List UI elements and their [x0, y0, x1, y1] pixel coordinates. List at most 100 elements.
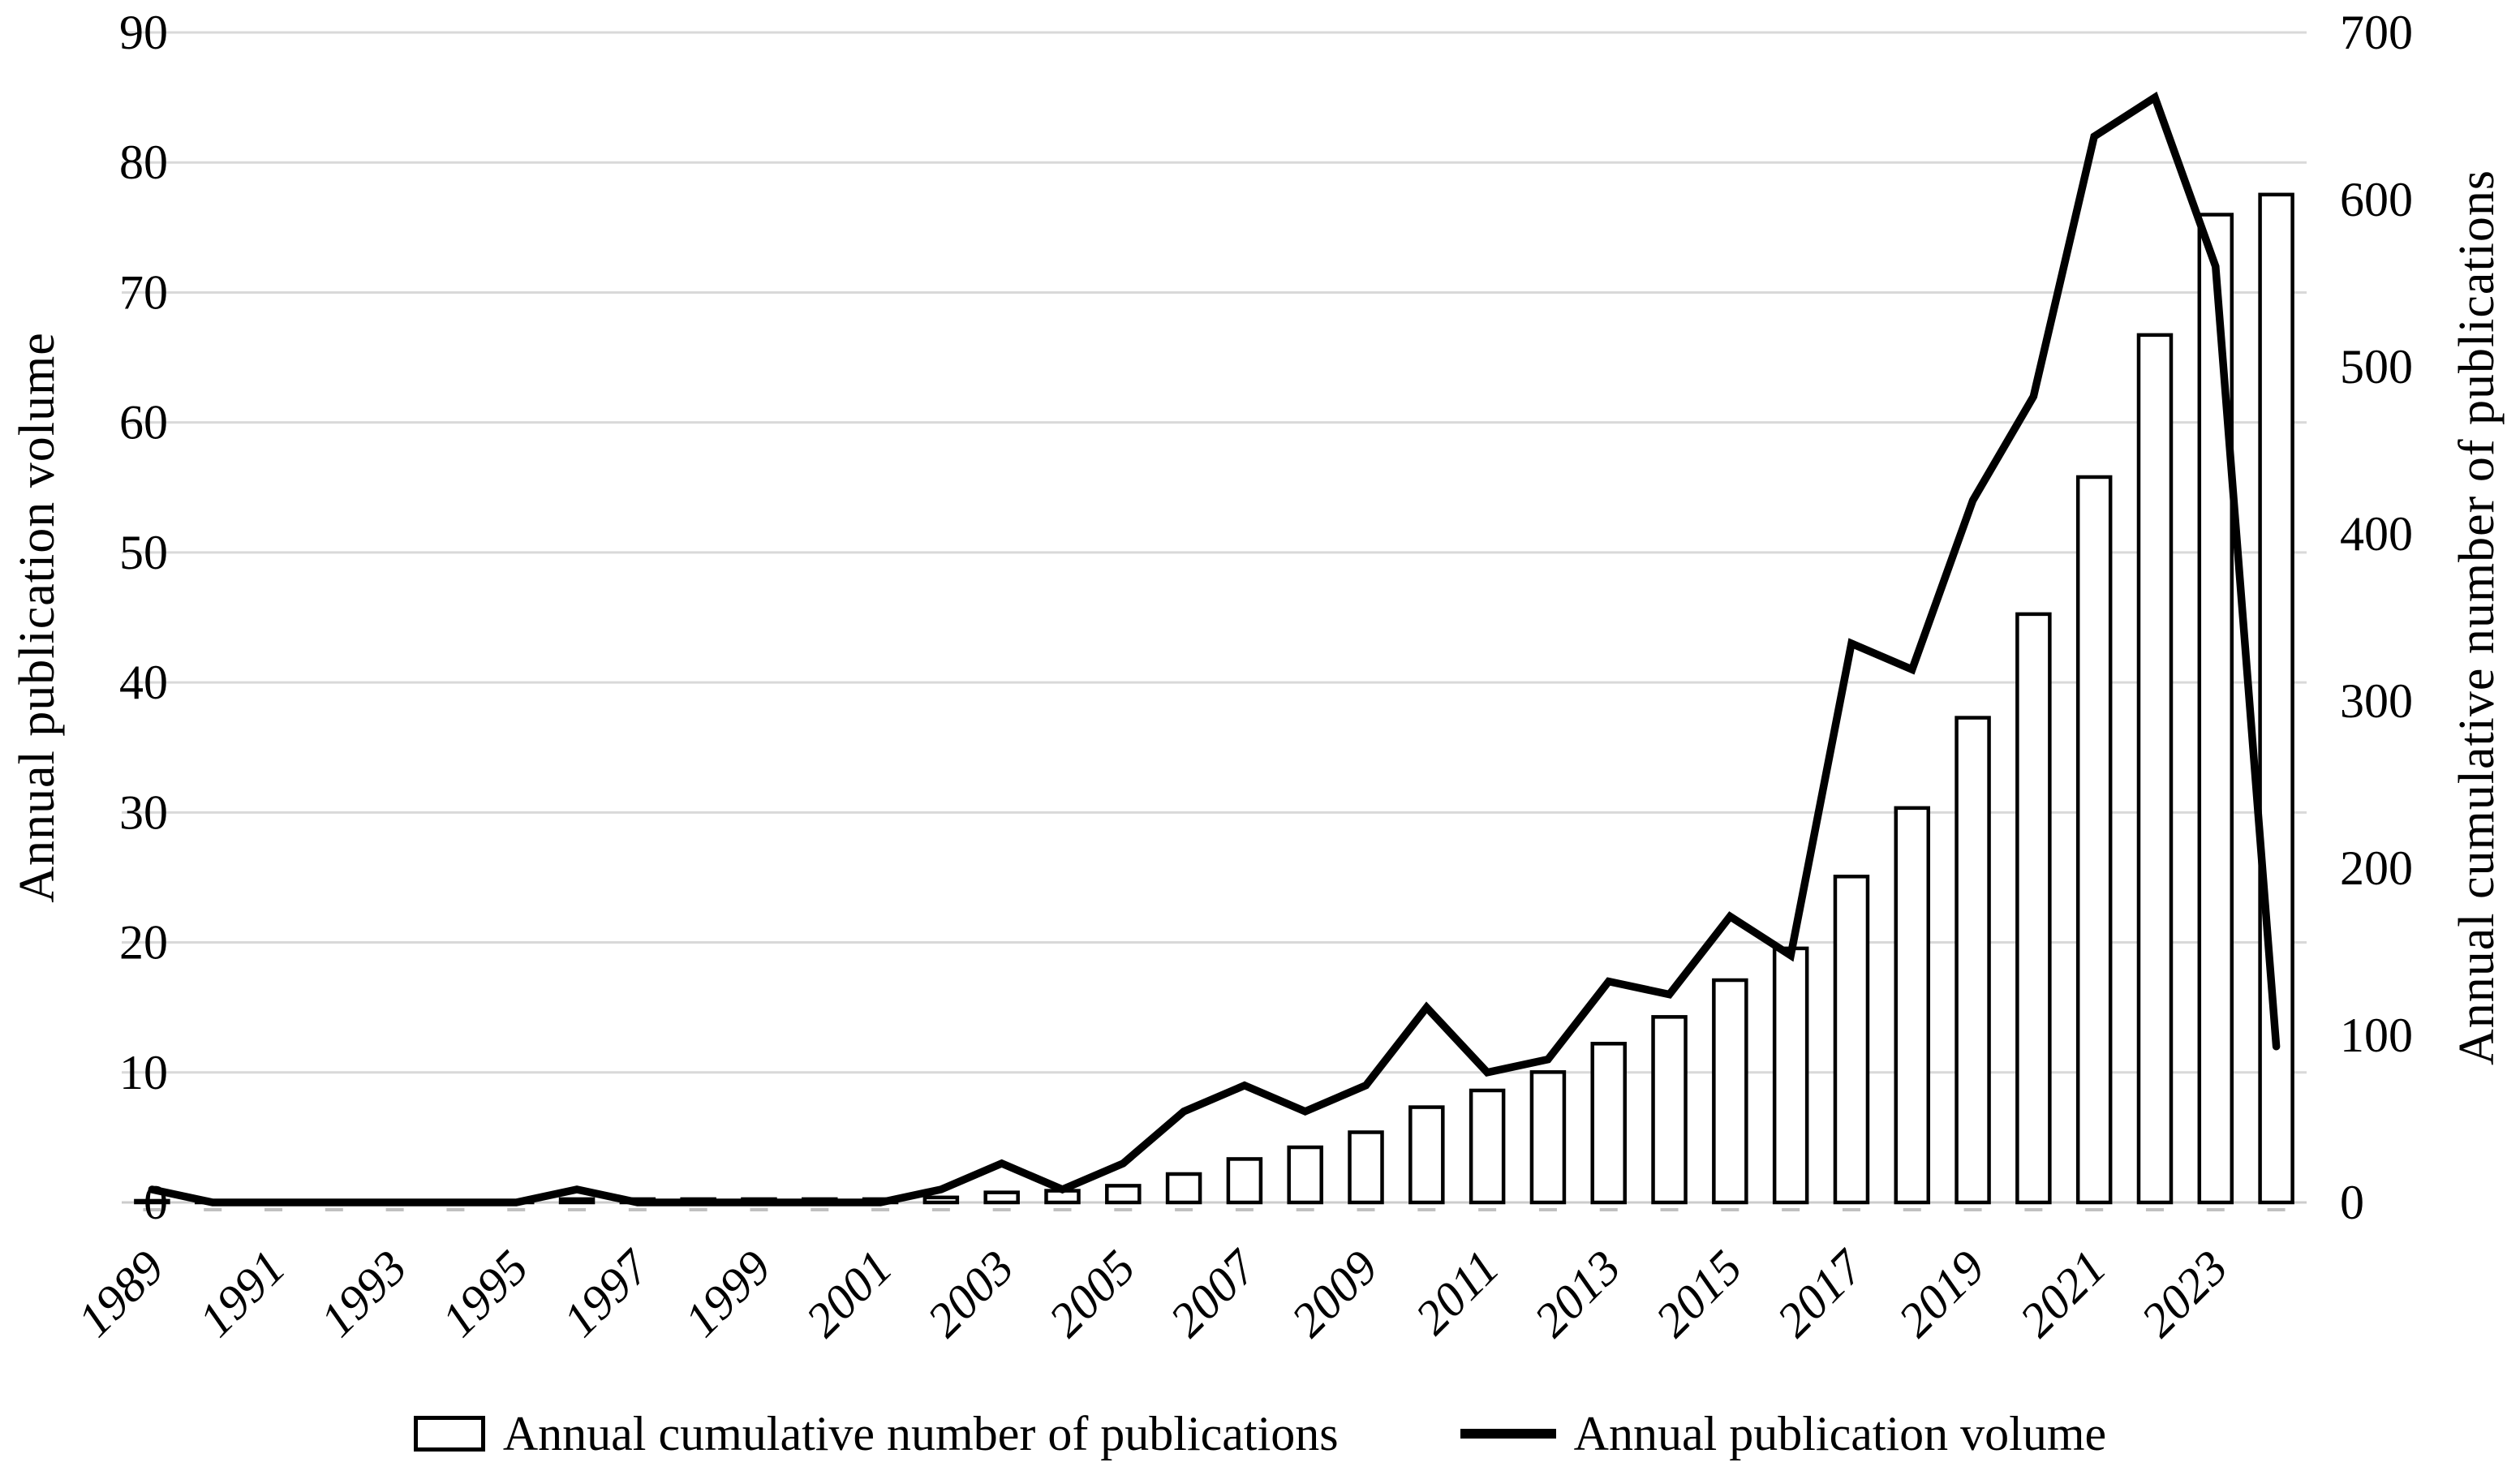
- x-axis-tick-label: 1999: [674, 1241, 781, 1348]
- x-axis-tick-label: 1995: [432, 1241, 539, 1348]
- bar-2002: [922, 1195, 960, 1205]
- right-axis-tick-label: 600: [2340, 173, 2413, 226]
- x-tick-mark: [2024, 1208, 2043, 1211]
- x-tick-mark: [1538, 1208, 1557, 1211]
- x-tick-mark: [1296, 1208, 1314, 1211]
- x-tick-mark: [628, 1208, 647, 1211]
- annual-volume-line: [148, 91, 2281, 1206]
- x-axis-tick-label: 1997: [553, 1238, 662, 1347]
- left-axis-tick-label: 20: [119, 916, 168, 970]
- left-axis-tick-label: 60: [119, 396, 168, 449]
- bar-2005: [1105, 1184, 1142, 1205]
- right-axis-tick-label: 700: [2340, 6, 2413, 59]
- bar-2007: [1226, 1157, 1263, 1205]
- chart-legend: Annual cumulative number of publications…: [0, 1397, 2520, 1470]
- bar-1996: [558, 1197, 596, 1205]
- x-tick-mark: [1903, 1208, 1921, 1211]
- x-axis-tick-label: 1993: [310, 1241, 417, 1348]
- x-tick-mark: [1417, 1208, 1436, 1211]
- right-axis-tick-label: 400: [2340, 507, 2413, 561]
- bar-2014: [1651, 1015, 1688, 1205]
- bar-2015: [1712, 978, 1748, 1205]
- bar-2010: [1408, 1105, 1445, 1205]
- bar-2006: [1165, 1172, 1202, 1205]
- x-tick-mark: [931, 1208, 950, 1211]
- x-tick-mark: [264, 1208, 283, 1211]
- x-tick-mark: [1842, 1208, 1860, 1211]
- x-tick-mark: [2145, 1208, 2164, 1211]
- x-tick-mark: [992, 1208, 1011, 1211]
- right-axis-title: Annual cumulative number of publications: [2449, 169, 2505, 1066]
- x-tick-mark: [507, 1208, 526, 1211]
- x-tick-mark: [1175, 1208, 1193, 1211]
- x-tick-mark: [385, 1208, 404, 1211]
- legend-item-cumulative: Annual cumulative number of publications: [413, 1406, 1339, 1462]
- x-axis-tick-label: 2013: [1524, 1241, 1631, 1348]
- left-axis-tick-label: 40: [119, 656, 168, 709]
- right-axis-tick-label: 0: [2340, 1176, 2364, 1229]
- x-tick-mark: [2085, 1208, 2104, 1211]
- left-axis-tick-label: 0: [144, 1176, 168, 1229]
- x-axis-tick-label: 2023: [2131, 1241, 2238, 1348]
- x-axis-tick-label: 2021: [2010, 1241, 2117, 1348]
- left-axis-tick-label: 90: [119, 6, 168, 59]
- x-axis-tick-label: 2001: [796, 1241, 903, 1348]
- x-axis-tick-label: 2003: [917, 1241, 1024, 1348]
- left-axis-tick-label: 70: [119, 265, 168, 319]
- x-axis-tick-label: 2017: [1767, 1238, 1876, 1347]
- x-tick-mark: [689, 1208, 707, 1211]
- x-tick-mark: [1963, 1208, 1982, 1211]
- bar-2016: [1772, 946, 1809, 1205]
- x-axis-tick-label: 1991: [189, 1241, 296, 1348]
- x-tick-mark: [1478, 1208, 1497, 1211]
- bar-2003: [983, 1190, 1020, 1205]
- x-tick-mark: [750, 1208, 768, 1211]
- x-axis-tick-label: 2007: [1160, 1238, 1269, 1347]
- left-axis-title: Annual publication volume: [10, 332, 65, 903]
- x-tick-mark: [1357, 1208, 1375, 1211]
- x-tick-mark: [811, 1208, 829, 1211]
- legend-label-cumulative: Annual cumulative number of publications: [502, 1406, 1339, 1460]
- left-axis-tick-label: 50: [119, 526, 168, 579]
- x-axis-tick-label: 1989: [67, 1241, 174, 1348]
- x-tick-mark: [1599, 1208, 1618, 1211]
- x-tick-mark: [446, 1208, 465, 1211]
- x-tick-mark: [568, 1208, 587, 1211]
- bar-2011: [1469, 1088, 1506, 1205]
- left-axis-tick-label: 10: [119, 1046, 168, 1099]
- right-axis-tick-label: 500: [2340, 340, 2413, 394]
- legend-label-annual: Annual publication volume: [1573, 1406, 2107, 1460]
- right-axis-tick-label: 300: [2340, 674, 2413, 728]
- bar-2018: [1894, 806, 1931, 1205]
- x-tick-mark: [2267, 1208, 2286, 1211]
- bar-2013: [1590, 1042, 1627, 1205]
- bar-2008: [1287, 1145, 1323, 1205]
- bar-2021: [2075, 475, 2113, 1205]
- x-tick-mark: [204, 1208, 222, 1211]
- bar-2020: [2015, 612, 2052, 1205]
- bar-2019: [1955, 716, 1991, 1205]
- bar-2024: [2258, 192, 2294, 1205]
- x-axis-tick-label: 2019: [1888, 1241, 1995, 1348]
- bar-2017: [1833, 875, 1870, 1205]
- right-axis-tick-label: 100: [2340, 1009, 2413, 1062]
- left-axis-tick-label: 80: [119, 135, 168, 189]
- x-axis-tick-label: 2005: [1039, 1241, 1146, 1348]
- left-axis-tick-label: 30: [119, 785, 168, 839]
- x-axis-tick-label: 2011: [1405, 1241, 1509, 1344]
- x-tick-mark: [143, 1208, 161, 1211]
- x-tick-mark: [1660, 1208, 1679, 1211]
- line-swatch-icon: [1460, 1429, 1556, 1439]
- x-tick-mark: [1114, 1208, 1133, 1211]
- bar-2009: [1348, 1130, 1384, 1205]
- right-axis-tick-label: 200: [2340, 841, 2413, 895]
- x-tick-mark: [1721, 1208, 1739, 1211]
- x-axis-tick-label: 2015: [1645, 1241, 1752, 1348]
- x-tick-mark: [1782, 1208, 1800, 1211]
- x-tick-mark: [871, 1208, 890, 1211]
- x-axis-tick-label: 2009: [1281, 1241, 1388, 1348]
- x-tick-mark: [2206, 1208, 2225, 1211]
- x-tick-mark: [325, 1208, 343, 1211]
